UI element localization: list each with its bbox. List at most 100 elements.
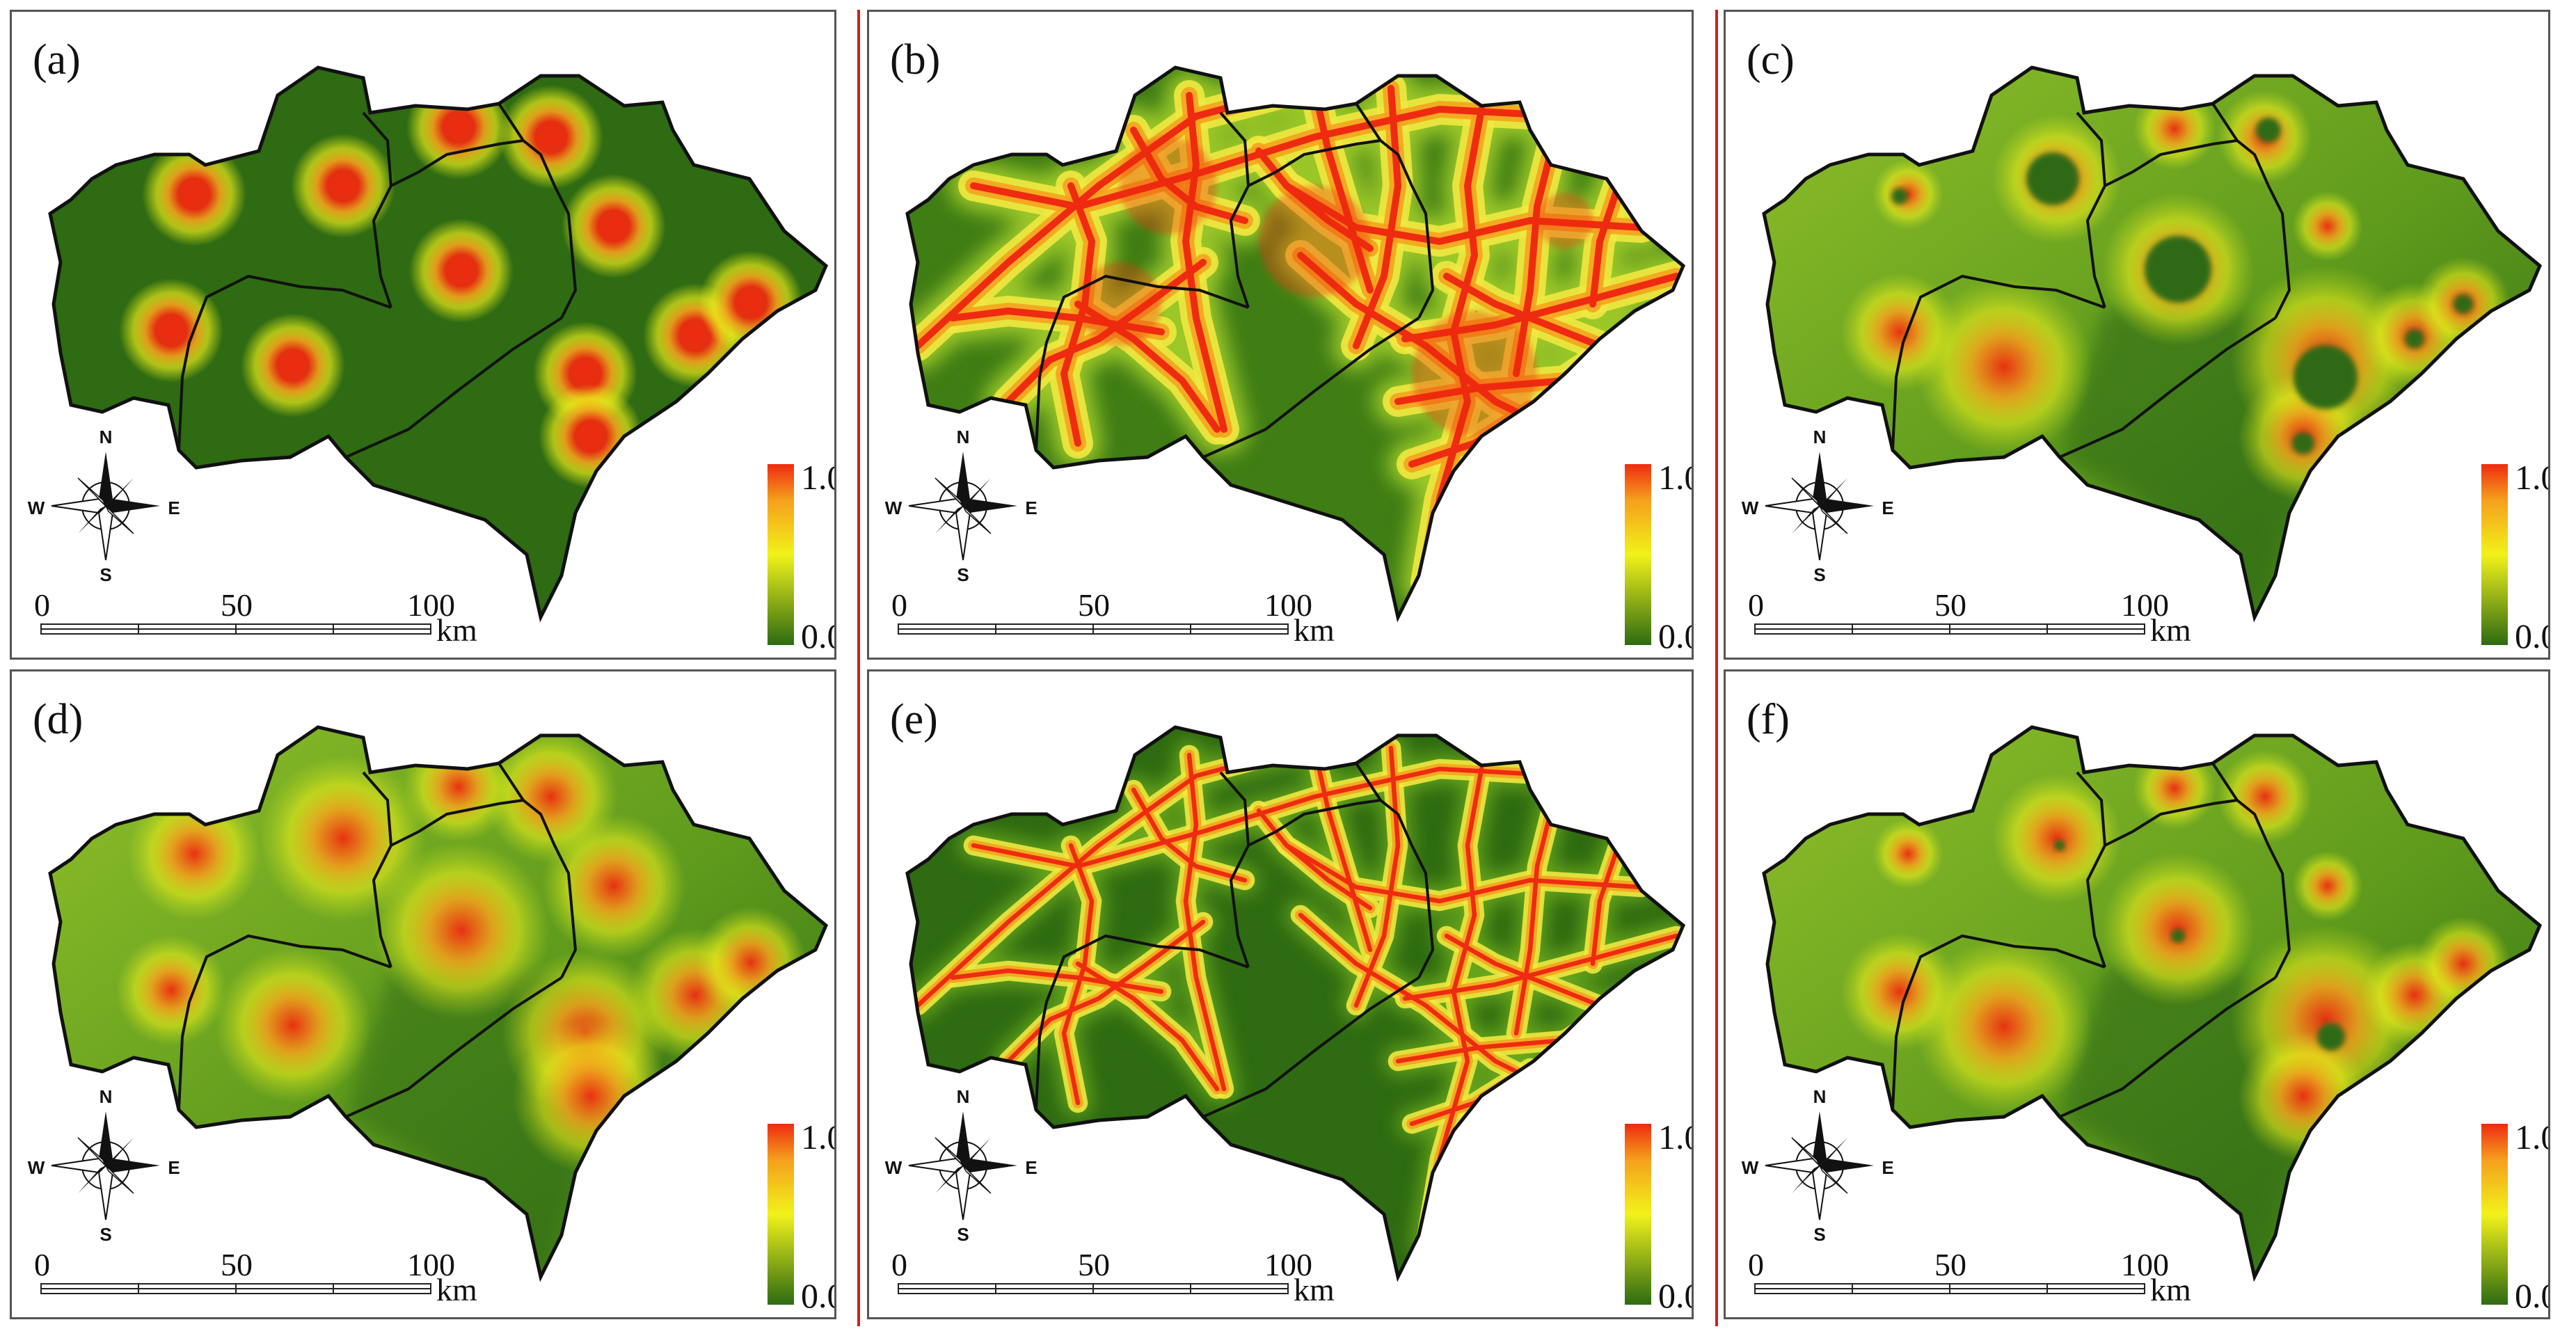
scalebar-tick-label: 0	[891, 1247, 907, 1282]
legend-max-label: 1.0	[2515, 1118, 2548, 1156]
legend-bar	[768, 1124, 794, 1305]
compass-n: N	[1813, 427, 1827, 447]
suitability-map: N S E W	[1742, 65, 2543, 645]
hotspot	[2133, 747, 2216, 830]
scalebar-tick-label: 50	[1934, 587, 1966, 623]
legend-bar	[768, 464, 794, 645]
district-boundary	[390, 139, 524, 187]
scalebar-tick-label: 0	[34, 1247, 50, 1282]
scalebar-tick-label: 50	[221, 1247, 253, 1282]
district-boundary	[362, 771, 393, 968]
urban-core	[2171, 929, 2185, 943]
legend-min-label: 0.0	[801, 617, 834, 655]
panel-label: (a)	[33, 36, 81, 84]
district-boundary	[1355, 762, 1435, 978]
district-boundary	[177, 274, 392, 451]
urban-core	[2292, 432, 2314, 454]
district-boundary	[1891, 934, 2106, 1111]
district-boundary	[2104, 139, 2238, 187]
scalebar-tick-label: 100	[407, 587, 455, 623]
hotspot	[1915, 278, 2093, 456]
road-core	[1589, 175, 1624, 308]
road-junction	[1259, 186, 1370, 297]
scalebar-tick-label: 0	[1748, 1247, 1764, 1282]
road-core	[1298, 912, 1554, 1092]
compass-s: S	[957, 564, 969, 585]
compass-s: S	[100, 564, 111, 585]
road-core	[1005, 919, 1206, 1064]
road-core	[1513, 780, 1561, 1036]
compass-s: S	[1813, 1224, 1825, 1245]
hotspot	[291, 134, 395, 238]
road-core	[1182, 92, 1227, 433]
panel-separator-2	[1715, 10, 1718, 1326]
scalebar-tick-label: 50	[221, 587, 253, 623]
scalebar-tick-label: 0	[891, 587, 907, 623]
hotspot	[1915, 937, 2093, 1115]
district-boundary	[1355, 102, 1435, 319]
study-area-outline	[1762, 725, 2543, 1282]
compass-rose: N S E W	[1742, 1086, 1894, 1245]
legend-max-label: 1.0	[801, 1118, 834, 1156]
district-boundary	[2211, 762, 2291, 978]
road-junction	[1412, 311, 1537, 436]
road-core	[1402, 933, 1679, 1001]
district-boundary	[1248, 139, 1381, 187]
hotspot	[119, 278, 223, 383]
panel-label: (c)	[1747, 36, 1795, 84]
compass-s: S	[100, 1224, 111, 1245]
compass-rose: N S E W	[885, 1086, 1037, 1245]
scalebar-tick-label: 100	[2121, 1247, 2169, 1282]
scalebar-tick-label: 100	[1264, 587, 1312, 623]
suitability-map: N S E W	[885, 65, 1686, 645]
study-area-outline	[48, 65, 829, 623]
district-boundary	[1219, 111, 1250, 308]
compass-n: N	[1813, 1086, 1827, 1107]
road-core	[950, 968, 1164, 994]
district-boundary	[2211, 102, 2291, 319]
hotspot	[241, 313, 345, 418]
district-boundary	[2076, 771, 2107, 968]
district-boundary	[2059, 976, 2277, 1118]
legend-bar	[1625, 1124, 1651, 1305]
road-core	[1131, 787, 1248, 883]
urban-core	[2256, 118, 2281, 143]
scalebar-unit: km	[2150, 1272, 2191, 1307]
road-core	[1183, 752, 1227, 1092]
study-area-outline	[905, 65, 1686, 623]
road-junction	[1078, 262, 1161, 346]
suitability-map: N S E W	[1742, 725, 2543, 1305]
district-boundary	[1202, 976, 1420, 1118]
legend-max-label: 1.0	[801, 458, 834, 497]
compass-s: S	[957, 1224, 969, 1245]
road-core	[1256, 808, 1373, 911]
district-boundary	[345, 317, 563, 459]
suitability-map: N S E W	[885, 725, 1686, 1305]
scalebar-tick-label: 50	[1078, 587, 1110, 623]
road-core	[1061, 843, 1095, 1106]
legend-bar	[1625, 464, 1651, 645]
urban-core	[2293, 345, 2358, 409]
district-boundary	[2076, 111, 2107, 308]
road-core	[1513, 120, 1561, 377]
compass-n: N	[100, 427, 113, 447]
district-boundary	[498, 762, 578, 978]
study-area-outline	[48, 725, 829, 1282]
urban-core	[1891, 188, 1908, 205]
compass-n: N	[100, 1086, 113, 1107]
district-boundary	[1035, 274, 1249, 451]
scalebar-tick-label: 100	[407, 1247, 455, 1282]
scalebar-unit: km	[1294, 1272, 1335, 1307]
hotspot	[2292, 850, 2363, 921]
road-junction	[1120, 137, 1217, 234]
district-boundary	[1891, 274, 2106, 451]
compass-e: E	[1882, 1157, 1893, 1178]
hotspot	[2416, 916, 2511, 1011]
district-boundary	[2059, 317, 2277, 459]
hotspot	[406, 75, 511, 180]
district-boundary	[1248, 799, 1381, 847]
compass-w: W	[1742, 1157, 1759, 1178]
